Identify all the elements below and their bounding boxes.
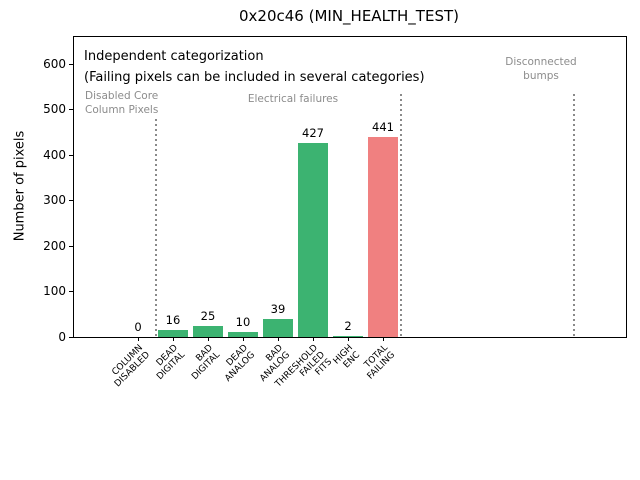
section-label-line: Disconnected xyxy=(505,56,577,68)
x-tick xyxy=(277,337,279,341)
y-tick-label: 600 xyxy=(43,56,66,71)
section-divider xyxy=(400,94,402,337)
bar-value-label: 39 xyxy=(270,302,286,317)
annotation-note: Independent categorization (Failing pixe… xyxy=(84,46,425,88)
y-tick xyxy=(69,291,73,293)
annotation-note-line2: (Failing pixels can be included in sever… xyxy=(84,70,425,85)
bar xyxy=(158,329,188,337)
section-label: Disconnected bumps xyxy=(441,55,640,83)
section-label-line: Column Pixels xyxy=(85,104,159,116)
x-tick xyxy=(382,337,384,341)
bar xyxy=(228,332,258,337)
bar xyxy=(368,136,398,337)
bar xyxy=(333,336,363,337)
section-divider xyxy=(155,119,157,337)
y-tick-label: 200 xyxy=(43,238,66,253)
chart-title: 0x20c46 (MIN_HEALTH_TEST) xyxy=(239,7,459,25)
bar-value-label: 0 xyxy=(134,320,142,334)
y-tick-label: 0 xyxy=(58,329,66,344)
annotation-note-line1: Independent categorization xyxy=(84,49,264,64)
x-tick xyxy=(312,337,314,341)
y-tick-label: 100 xyxy=(43,284,66,299)
plot-area: Independent categorization (Failing pixe… xyxy=(43,36,627,389)
section-divider xyxy=(573,94,575,337)
y-tick-label: 400 xyxy=(43,147,66,162)
x-tick xyxy=(137,337,139,341)
x-tick xyxy=(242,337,244,341)
bar-value-label: 25 xyxy=(200,308,216,323)
y-tick-label: 500 xyxy=(43,102,66,117)
section-label-line: Disabled Core xyxy=(85,90,159,102)
x-tick xyxy=(347,337,349,341)
section-label-line: bumps xyxy=(523,70,559,82)
bar xyxy=(193,325,223,337)
y-tick xyxy=(69,154,73,156)
section-label: Electrical failures xyxy=(193,92,393,106)
bar-value-label: 427 xyxy=(302,125,324,140)
y-tick xyxy=(69,336,73,338)
x-tick xyxy=(207,337,209,341)
y-tick xyxy=(69,245,73,247)
bar-value-label: 10 xyxy=(235,315,251,330)
x-tick xyxy=(172,337,174,341)
bar xyxy=(298,142,328,337)
section-label: Disabled Core Column Pixels xyxy=(85,89,158,117)
bar xyxy=(263,319,293,337)
bar-value-label: 2 xyxy=(344,319,352,334)
y-tick xyxy=(69,200,73,202)
bar-value-label: 441 xyxy=(372,119,394,134)
section-label-line: Electrical failures xyxy=(247,93,339,105)
bar-value-label: 16 xyxy=(165,312,181,327)
y-tick xyxy=(69,109,73,111)
y-tick-label: 300 xyxy=(43,193,66,208)
y-tick xyxy=(69,63,73,65)
